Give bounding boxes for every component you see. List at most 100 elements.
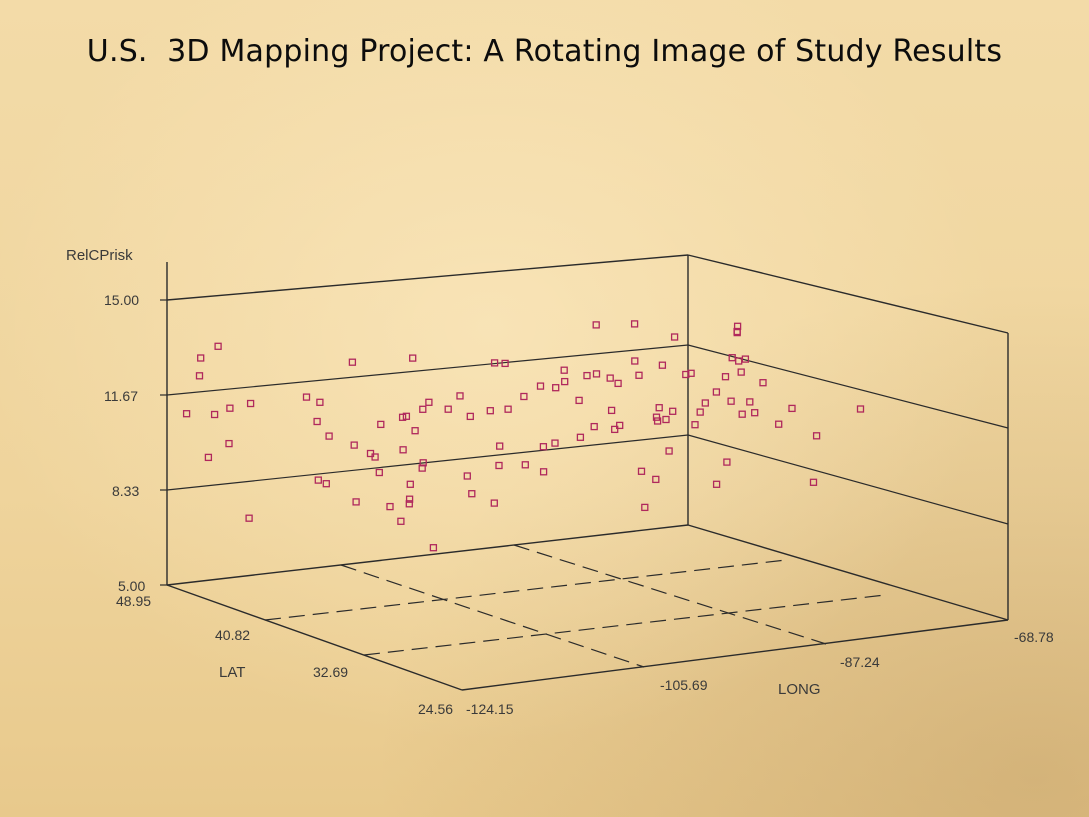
- gridline-back-8-33: [166, 434, 689, 491]
- data-point: [606, 374, 614, 382]
- data-point: [348, 358, 357, 366]
- gridline-back-11-67: [166, 344, 689, 396]
- data-point: [607, 406, 616, 415]
- data-point: [377, 420, 385, 429]
- data-point: [641, 503, 649, 512]
- data-point: [721, 373, 730, 381]
- data-point: [727, 397, 735, 405]
- lat-tick-label: 24.56: [418, 701, 453, 717]
- data-point: [350, 441, 358, 449]
- long-tick-label: -87.24: [840, 654, 880, 670]
- data-points: [182, 320, 865, 552]
- data-point: [397, 517, 405, 525]
- slide-title: U.S. 3D Mapping Project: A Rotating Imag…: [86, 34, 1003, 69]
- data-point: [409, 354, 417, 362]
- data-point: [592, 321, 600, 329]
- data-point: [325, 432, 333, 440]
- data-point: [691, 421, 699, 429]
- data-point: [560, 366, 568, 374]
- data-point: [466, 412, 474, 421]
- data-point: [682, 370, 690, 379]
- lat-axis: 48.95 40.82 32.69 24.56 LAT: [116, 593, 453, 717]
- data-point: [662, 415, 670, 424]
- data-point: [670, 333, 679, 341]
- data-point: [741, 355, 750, 363]
- data-point: [723, 458, 731, 466]
- data-point: [735, 357, 743, 365]
- data-point: [352, 498, 360, 506]
- data-point: [733, 328, 741, 337]
- z-tick-label: 8.33: [112, 483, 139, 499]
- z-axis-label: RelCPrisk: [66, 247, 133, 264]
- wall-gridlines: [166, 344, 1009, 525]
- data-point: [652, 475, 660, 484]
- data-point: [486, 407, 494, 415]
- data-point: [226, 404, 234, 412]
- back-wall-bottom: [166, 524, 689, 586]
- data-point: [419, 405, 427, 413]
- data-point: [399, 446, 407, 454]
- floor-gridlines: [264, 544, 886, 668]
- data-point: [490, 499, 498, 507]
- z-tick-label: 15.00: [104, 292, 139, 308]
- floor-grid-lat-2: [513, 544, 827, 645]
- z-tick-label: 5.00: [118, 578, 145, 594]
- data-point: [225, 439, 233, 448]
- floor-grid-lat-1: [340, 564, 645, 668]
- tick-marks: [160, 299, 167, 586]
- data-point: [809, 478, 818, 486]
- data-point: [463, 472, 471, 480]
- data-point: [746, 398, 754, 406]
- floor-long-axis: [461, 619, 1009, 691]
- z-tick-label: 11.67: [104, 388, 138, 404]
- data-point: [406, 480, 414, 488]
- lat-axis-label: LAT: [219, 664, 245, 681]
- data-point: [496, 442, 504, 450]
- data-point: [313, 417, 321, 426]
- data-point: [195, 372, 204, 380]
- long-axis: -124.15 -105.69 -87.24 -68.78 LONG: [466, 629, 1054, 717]
- data-point: [419, 459, 427, 467]
- data-point: [398, 413, 407, 421]
- data-point: [405, 495, 414, 503]
- data-point: [696, 408, 704, 416]
- floor-grid-long-2: [363, 594, 886, 656]
- data-point: [490, 359, 499, 367]
- floor-grid-long-1: [264, 559, 787, 621]
- long-tick-label: -68.78: [1014, 629, 1054, 645]
- data-point: [245, 514, 253, 522]
- data-point: [444, 405, 452, 413]
- data-point: [561, 377, 569, 386]
- data-point: [316, 398, 324, 406]
- data-point: [210, 410, 219, 419]
- data-point: [520, 392, 528, 401]
- data-point: [375, 468, 383, 477]
- data-point: [551, 439, 559, 447]
- data-point: [204, 453, 213, 462]
- data-point: [738, 410, 746, 418]
- data-point: [425, 398, 433, 406]
- data-point: [737, 368, 745, 376]
- data-point: [402, 412, 411, 420]
- data-point: [788, 404, 796, 413]
- data-point: [246, 399, 255, 408]
- z-axis: RelCPrisk 15.00 11.67 8.33 5.00: [66, 247, 145, 594]
- data-point: [182, 410, 191, 418]
- data-point: [712, 480, 721, 488]
- data-point: [665, 447, 673, 455]
- data-point: [456, 392, 464, 400]
- data-point: [539, 443, 548, 451]
- data-point: [576, 433, 585, 441]
- data-point: [631, 357, 639, 365]
- gridline-right-8-33: [687, 434, 1009, 525]
- data-point: [590, 422, 598, 431]
- data-point: [536, 382, 545, 390]
- data-point: [759, 379, 767, 387]
- data-point: [751, 409, 759, 417]
- data-point: [812, 432, 821, 440]
- data-point: [658, 361, 667, 369]
- data-point: [468, 490, 476, 498]
- data-point: [592, 370, 601, 378]
